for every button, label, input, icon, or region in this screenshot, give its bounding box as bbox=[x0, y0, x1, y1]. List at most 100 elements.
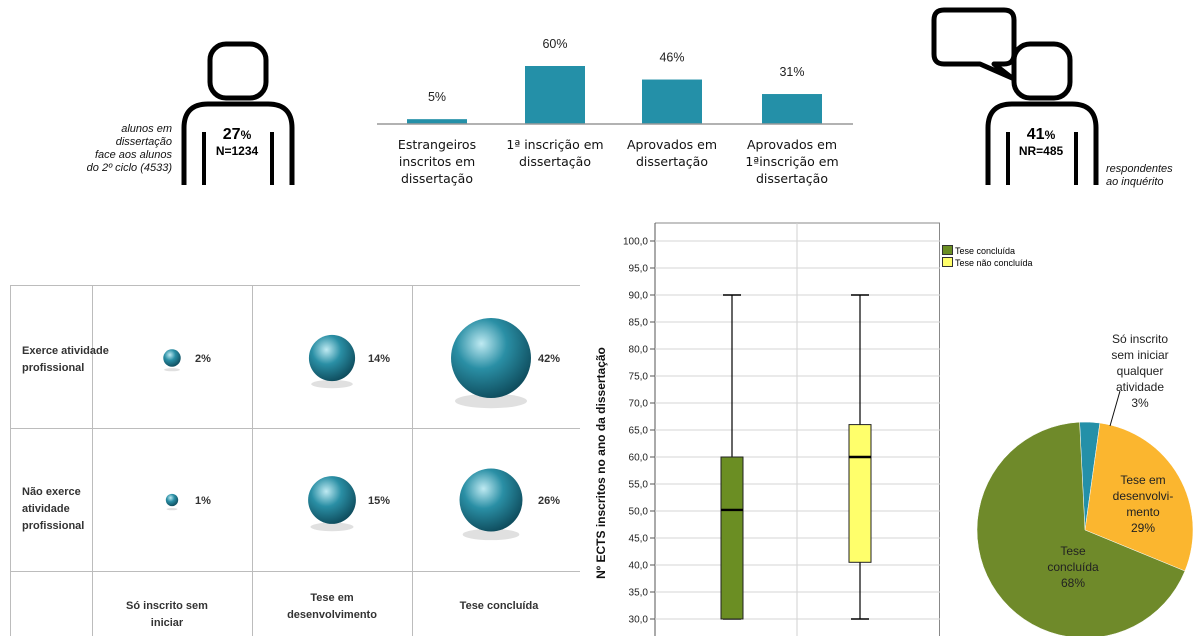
y-tick-label: 90,0 bbox=[629, 291, 649, 302]
category-line: 1ªinscrição em bbox=[745, 154, 839, 169]
bar-data-label: 5% bbox=[428, 90, 446, 104]
bubble bbox=[308, 334, 356, 382]
legend-item: Tese concluída bbox=[942, 245, 1033, 257]
left-pct-number: 27 bbox=[222, 126, 241, 143]
bar bbox=[525, 66, 585, 124]
box-plot: 30,0 35,0 40,0 45,0 50,0 55,0 60,0 65,0 70,0 75,0… bbox=[594, 222, 940, 636]
legend-label: Tese não concluída bbox=[955, 258, 1033, 268]
y-tick-label: 55,0 bbox=[629, 480, 649, 491]
column-label: Tese concluída bbox=[460, 600, 540, 612]
bubble-chart: 2% 14% 42% 1% 15% 26% Exerce atividade profissi… bbox=[10, 285, 580, 636]
bubble-shadow bbox=[166, 508, 178, 511]
person-icon bbox=[181, 41, 295, 185]
pie-label: 29% bbox=[1131, 521, 1155, 535]
legend-item: Tese não concluída bbox=[942, 257, 1033, 269]
bubble-data-label: 2% bbox=[195, 353, 211, 365]
column-label: Tese em bbox=[310, 592, 353, 604]
note-line: face aos alunos bbox=[94, 149, 172, 161]
y-tick-label: 70,0 bbox=[629, 399, 649, 410]
row-label: Não exerce bbox=[22, 486, 81, 498]
category-line: inscritos em bbox=[398, 154, 476, 169]
pie-label-leader bbox=[1109, 390, 1121, 427]
note-line: dissertação bbox=[115, 136, 172, 148]
y-tick-label: 60,0 bbox=[629, 453, 649, 464]
row-label: profissional bbox=[22, 362, 84, 374]
bar-chart: 5% 60% 46% 31% bbox=[377, 37, 853, 125]
bar-data-label: 31% bbox=[779, 65, 804, 79]
left-stat: 27% N=1234 bbox=[190, 127, 284, 159]
bar-category-label: Estrangeiros inscritos em dissertação bbox=[372, 136, 502, 187]
y-tick-label: 35,0 bbox=[629, 588, 649, 599]
bar-data-label: 60% bbox=[542, 37, 567, 51]
bubble-data-label: 1% bbox=[195, 495, 211, 507]
pie-label: Só inscrito bbox=[1112, 332, 1168, 346]
bubble-shadow bbox=[455, 393, 527, 409]
right-note: respondentes ao inquérito bbox=[1106, 163, 1196, 189]
pie-slice bbox=[976, 421, 1186, 636]
pie-label: qualquer bbox=[1117, 364, 1164, 378]
bubble-shadow bbox=[311, 379, 353, 389]
y-tick-label: 100,0 bbox=[623, 237, 648, 248]
bubble-data-label: 42% bbox=[538, 353, 560, 365]
pie-label: 68% bbox=[1061, 576, 1085, 590]
speech-bubble-icon bbox=[931, 7, 1017, 81]
bubble bbox=[451, 318, 531, 398]
left-note: alunos em dissertação face aos alunos do… bbox=[20, 123, 172, 175]
right-pct-number: 41 bbox=[1026, 126, 1045, 143]
bubble-shadow bbox=[310, 522, 354, 532]
note-line: do 2º ciclo (4533) bbox=[86, 162, 172, 174]
y-tick-label: 30,0 bbox=[629, 615, 649, 626]
legend-swatch bbox=[942, 245, 953, 255]
pie-label: atividade bbox=[1116, 380, 1164, 394]
bubble-shadow bbox=[462, 528, 520, 541]
y-tick-label: 40,0 bbox=[629, 561, 649, 572]
category-line: Aprovados em bbox=[627, 137, 717, 152]
category-line: 1ª inscrição em bbox=[506, 137, 604, 152]
legend-label: Tese concluída bbox=[955, 246, 1016, 256]
pie-label: Tese bbox=[1060, 544, 1086, 558]
column-label: Só inscrito sem bbox=[126, 600, 208, 612]
category-line: dissertação bbox=[518, 154, 591, 169]
bubble-data-label: 14% bbox=[368, 353, 390, 365]
right-n: NR=485 bbox=[1018, 144, 1064, 158]
y-tick-label: 45,0 bbox=[629, 534, 649, 545]
category-line: Aprovados em bbox=[747, 137, 837, 152]
bar-data-label: 46% bbox=[659, 51, 684, 65]
left-pct-sign: % bbox=[240, 128, 252, 142]
bar bbox=[642, 79, 702, 124]
y-tick-label: 80,0 bbox=[629, 345, 649, 356]
pie-label: mento bbox=[1126, 505, 1160, 519]
y-tick-label: 50,0 bbox=[629, 507, 649, 518]
pie-label: Tese em bbox=[1120, 473, 1165, 487]
y-tick-label: 85,0 bbox=[629, 318, 649, 329]
pie-label: sem iniciar bbox=[1111, 348, 1168, 362]
legend-swatch bbox=[942, 257, 953, 267]
y-tick-label: 75,0 bbox=[629, 372, 649, 383]
bar-category-label: Aprovados em 1ªinscrição em dissertação bbox=[727, 136, 857, 187]
box bbox=[848, 424, 872, 563]
y-tick-label: 65,0 bbox=[629, 426, 649, 437]
column-label: iniciar bbox=[151, 617, 184, 629]
left-n: N=1234 bbox=[215, 144, 259, 158]
row-label: atividade bbox=[22, 503, 70, 515]
right-stat: 41% NR=485 bbox=[994, 127, 1088, 159]
row-label: Exerce atividade bbox=[22, 345, 109, 357]
bar bbox=[407, 119, 467, 124]
note-line: alunos em bbox=[121, 123, 172, 135]
category-line: dissertação bbox=[400, 171, 473, 186]
pie-label: concluída bbox=[1047, 560, 1099, 574]
column-label: desenvolvimento bbox=[287, 609, 377, 621]
y-axis-title: Nº ECTS inscritos no ano da dissertação bbox=[594, 347, 608, 579]
category-line: dissertação bbox=[635, 154, 708, 169]
bar bbox=[762, 94, 822, 124]
category-line: Estrangeiros bbox=[397, 137, 477, 152]
right-pct-sign: % bbox=[1044, 128, 1056, 142]
bar-category-label: 1ª inscrição em dissertação bbox=[490, 136, 620, 170]
bubble-data-label: 26% bbox=[538, 495, 560, 507]
y-tick-label: 95,0 bbox=[629, 264, 649, 275]
bubble bbox=[163, 349, 181, 367]
pie-chart: Só inscrito sem iniciar qualquer atividade 3… bbox=[976, 332, 1194, 636]
bubble bbox=[308, 476, 356, 524]
category-line: dissertação bbox=[755, 171, 828, 186]
pie-label: desenvolvi- bbox=[1113, 489, 1174, 503]
